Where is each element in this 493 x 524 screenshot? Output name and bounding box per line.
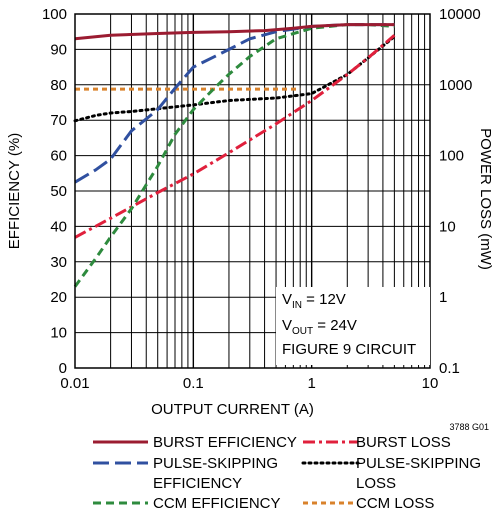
y-tick-label: 80 [50, 77, 67, 94]
y-tick-label: 40 [50, 218, 67, 235]
y2-tick-label: 10 [439, 218, 456, 235]
legend-label: EFFICIENCY [153, 475, 242, 492]
x-tick-label: 10 [422, 375, 439, 392]
legend-label: PULSE-SKIPPING [356, 455, 481, 472]
y-tick-label: 100 [42, 6, 67, 23]
legend-label: BURST EFFICIENCY [153, 434, 297, 451]
y2-axis-title: POWER LOSS (mW) [477, 128, 493, 270]
y-axis-title: EFFICIENCY (%) [6, 133, 23, 249]
x-tick-label: 0.01 [60, 375, 89, 392]
annotation-circuit: FIGURE 9 CIRCUIT [282, 341, 416, 358]
series-line-0 [74, 23, 395, 41]
annotation-vin: VIN = 12V [282, 291, 346, 311]
annotation-vout: VOUT = 24V [282, 317, 357, 337]
series-line-1 [74, 23, 395, 184]
y-tick-label: 50 [50, 183, 67, 200]
legend: BURST EFFICIENCY PULSE-SKIPPING EFFICIENCY… [93, 434, 481, 512]
y-tick-label: 70 [50, 112, 67, 129]
y-tick-label: 0 [59, 360, 67, 377]
legend-label: CCM LOSS [356, 495, 434, 512]
x-tick-label: 1 [307, 375, 315, 392]
legend-label: BURST LOSS [356, 434, 451, 451]
y2-tick-label: 100 [439, 148, 464, 165]
legend-label: PULSE-SKIPPING [153, 455, 278, 472]
y-tick-label: 90 [50, 41, 67, 58]
figure-id: 3788 G01 [449, 422, 489, 432]
annotation-box [276, 287, 430, 365]
x-tick-label: 0.1 [183, 375, 204, 392]
series-line-3 [74, 34, 396, 239]
legend-label: CCM EFFICIENCY [153, 495, 281, 512]
tick-labels: 0.01 0.1 1 1001020304050607080901000.111010… [42, 6, 481, 392]
y2-tick-label: 10000 [439, 6, 481, 23]
y2-tick-label: 0.1 [439, 360, 460, 377]
y-tick-label: 30 [50, 254, 67, 271]
series-layer [73, 23, 396, 288]
y-tick-label: 10 [50, 325, 67, 342]
y2-tick-label: 1000 [439, 77, 472, 94]
y2-tick-label: 1 [439, 289, 447, 306]
legend-label: LOSS [356, 475, 396, 492]
plot-frame [74, 13, 431, 369]
y-tick-label: 60 [50, 148, 67, 165]
x-axis-title: OUTPUT CURRENT (A) [151, 401, 314, 418]
y-tick-label: 20 [50, 289, 67, 306]
